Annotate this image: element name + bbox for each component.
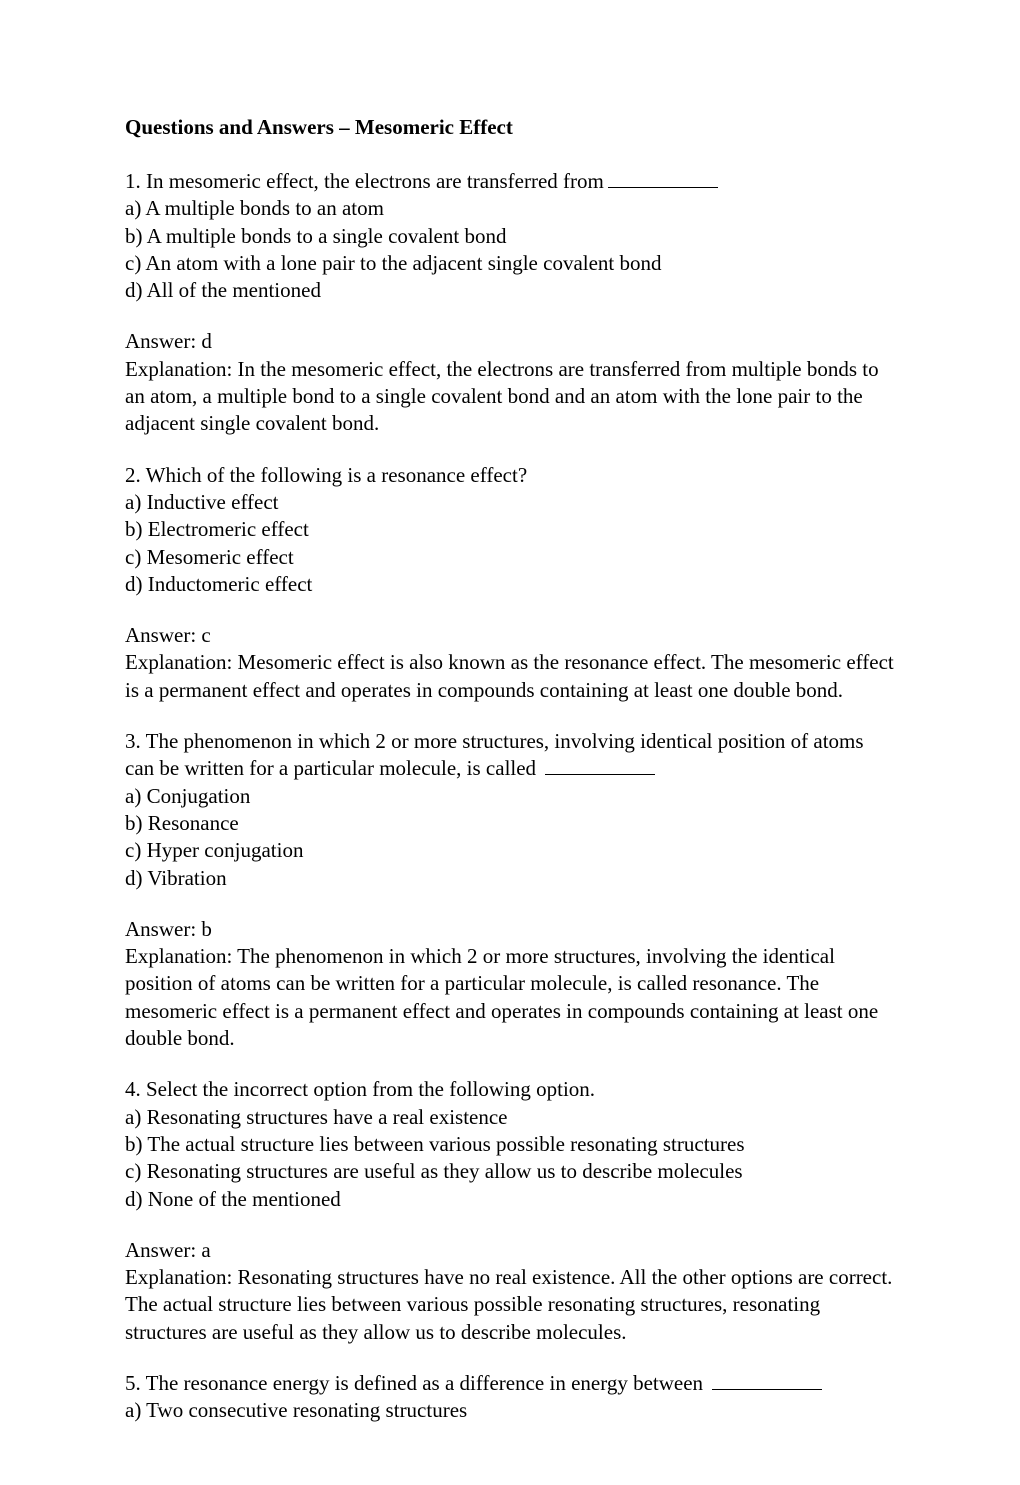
question-text: 2. Which of the following is a resonance… [125,462,895,489]
answer-block: Answer: c Explanation: Mesomeric effect … [125,622,895,704]
option-b: b) Electromeric effect [125,516,895,543]
option-a: a) Two consecutive resonating structures [125,1397,895,1424]
question-stem: 3. The phenomenon in which 2 or more str… [125,729,864,780]
option-d: d) Inductomeric effect [125,571,895,598]
option-b: b) Resonance [125,810,895,837]
answer-line: Answer: d [125,328,895,355]
option-c: c) Hyper conjugation [125,837,895,864]
answer-line: Answer: b [125,916,895,943]
question-stem: 5. The resonance energy is defined as a … [125,1371,703,1395]
option-c: c) An atom with a lone pair to the adjac… [125,250,895,277]
question-block: 1. In mesomeric effect, the electrons ar… [125,168,895,304]
option-c: c) Mesomeric effect [125,544,895,571]
explanation-line: Explanation: Resonating structures have … [125,1264,895,1346]
answer-block: Answer: a Explanation: Resonating struct… [125,1237,895,1346]
answer-line: Answer: c [125,622,895,649]
question-text: 5. The resonance energy is defined as a … [125,1370,895,1397]
explanation-line: Explanation: In the mesomeric effect, th… [125,356,895,438]
question-block: 3. The phenomenon in which 2 or more str… [125,728,895,892]
option-a: a) Inductive effect [125,489,895,516]
option-a: a) Resonating structures have a real exi… [125,1104,895,1131]
explanation-line: Explanation: The phenomenon in which 2 o… [125,943,895,1052]
question-block: 5. The resonance energy is defined as a … [125,1370,895,1425]
question-text: 3. The phenomenon in which 2 or more str… [125,728,895,783]
option-d: d) Vibration [125,865,895,892]
fill-blank [608,187,718,188]
option-d: d) None of the mentioned [125,1186,895,1213]
option-a: a) Conjugation [125,783,895,810]
option-a: a) A multiple bonds to an atom [125,195,895,222]
question-text: 1. In mesomeric effect, the electrons ar… [125,168,895,195]
question-text: 4. Select the incorrect option from the … [125,1076,895,1103]
fill-blank [545,774,655,775]
option-b: b) A multiple bonds to a single covalent… [125,223,895,250]
question-stem: 1. In mesomeric effect, the electrons ar… [125,169,604,193]
page-title: Questions and Answers – Mesomeric Effect [125,115,895,140]
answer-block: Answer: d Explanation: In the mesomeric … [125,328,895,437]
document-page: Questions and Answers – Mesomeric Effect… [0,0,1020,1485]
option-b: b) The actual structure lies between var… [125,1131,895,1158]
question-block: 4. Select the incorrect option from the … [125,1076,895,1212]
question-block: 2. Which of the following is a resonance… [125,462,895,598]
option-c: c) Resonating structures are useful as t… [125,1158,895,1185]
explanation-line: Explanation: Mesomeric effect is also kn… [125,649,895,704]
answer-block: Answer: b Explanation: The phenomenon in… [125,916,895,1052]
option-d: d) All of the mentioned [125,277,895,304]
answer-line: Answer: a [125,1237,895,1264]
fill-blank [712,1389,822,1390]
